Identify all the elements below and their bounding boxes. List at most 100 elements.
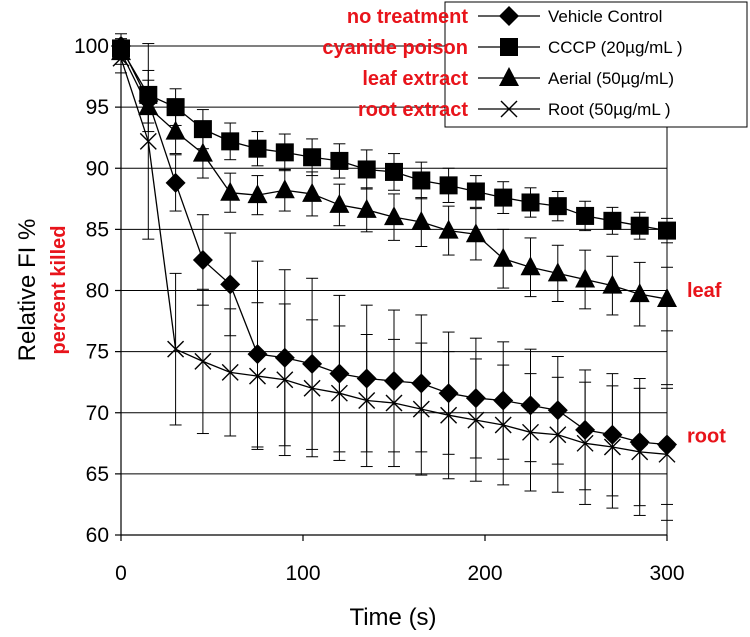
data-point-x (139, 132, 157, 150)
legend: Vehicle Control CCCP (20µg/mL ) Aerial (50… (444, 1, 748, 128)
legend-label: Root (50µg/mL ) (548, 100, 671, 119)
series-markers (111, 36, 677, 463)
y-tick-label: 80 (86, 280, 109, 303)
y-tick-label: 85 (86, 218, 109, 241)
x-axis-title: Time (s) (349, 604, 436, 631)
marker-x-stroke (412, 400, 430, 418)
data-point-triangle (493, 247, 514, 267)
data-point-x (576, 434, 594, 452)
data-point-square (221, 132, 240, 151)
end-label-leaf: leaf (687, 280, 722, 302)
data-point-square (521, 193, 540, 212)
data-point-x (494, 416, 512, 434)
data-point-triangle (274, 179, 295, 199)
end-label-root: root (687, 426, 726, 448)
data-point-diamond (547, 400, 568, 421)
data-point-square (548, 197, 567, 216)
data-point-square (303, 148, 322, 167)
data-point-square (439, 176, 458, 195)
data-point-x (276, 371, 294, 389)
legend-box (444, 1, 748, 128)
legend-entry-x: Root (50µg/mL ) (478, 100, 671, 119)
data-point-triangle (629, 283, 650, 303)
marker-x-stroke (440, 406, 458, 424)
legend-label: CCCP (20µg/mL ) (548, 38, 683, 57)
data-point-square (466, 182, 485, 201)
data-point-diamond (220, 274, 241, 295)
data-point-diamond (493, 390, 514, 411)
legend-entry-triangle: Aerial (50µg/mL) (478, 67, 674, 88)
data-point-square (275, 143, 294, 162)
marker-x-stroke (139, 132, 157, 150)
data-point-triangle (165, 120, 186, 140)
legend-annotation: no treatment (347, 6, 468, 28)
y-tick-label: 100 (74, 35, 109, 58)
data-point-square (412, 171, 431, 190)
data-point-triangle (384, 206, 404, 226)
data-point-triangle (575, 268, 596, 288)
y-tick-label: 65 (86, 463, 109, 486)
marker-x-stroke (221, 363, 239, 381)
data-point-triangle (520, 256, 541, 276)
y-axis-title: Relative FI % (14, 219, 41, 362)
data-point-triangle (356, 198, 377, 218)
data-point-x (440, 406, 458, 424)
data-point-triangle (411, 211, 432, 231)
marker-x-stroke (631, 443, 649, 461)
data-point-diamond (602, 424, 623, 445)
marker-x-stroke (603, 438, 621, 456)
data-point-x (303, 379, 321, 397)
legend-marker-diamond (499, 6, 519, 26)
data-point-diamond (411, 373, 432, 394)
data-point-diamond (438, 383, 459, 404)
legend-label: Aerial (50µg/mL) (548, 69, 674, 88)
data-point-square (576, 206, 595, 225)
data-point-triangle (602, 274, 623, 294)
marker-x-stroke (467, 411, 485, 429)
x-tick-label: 200 (467, 562, 502, 585)
marker-x-stroke (194, 352, 212, 370)
data-point-diamond (575, 419, 596, 440)
data-point-diamond (384, 370, 404, 391)
y-tick-label: 95 (86, 96, 109, 119)
data-point-x (167, 340, 185, 358)
legend-annotations: no treatment cyanide poison leaf extract ro… (322, 6, 468, 121)
data-point-square (139, 85, 158, 104)
marker-x-stroke (522, 423, 539, 441)
data-point-square (630, 216, 649, 235)
marker-x-stroke (500, 100, 518, 118)
data-point-x (358, 392, 376, 410)
data-point-triangle (465, 223, 486, 243)
legend-marker-x (500, 100, 518, 118)
data-point-square (603, 211, 622, 230)
data-point-x (467, 411, 485, 429)
data-point-x (249, 367, 266, 385)
data-point-triangle (547, 262, 568, 282)
data-point-x (194, 352, 212, 370)
data-point-square (385, 162, 403, 181)
data-point-diamond (629, 432, 650, 453)
series-end-labels: leaf root (687, 280, 726, 447)
legend-entry-diamond: Vehicle Control (478, 6, 662, 26)
data-point-square (166, 98, 185, 117)
data-point-x (385, 394, 403, 412)
data-point-square (248, 139, 267, 158)
data-point-square (357, 160, 376, 179)
legend-label: Vehicle Control (548, 7, 662, 26)
marker-x-stroke (330, 384, 348, 402)
data-point-triangle (329, 193, 350, 213)
y-tick-label: 70 (86, 402, 109, 425)
data-point-diamond (520, 395, 541, 416)
data-point-diamond (247, 344, 268, 365)
data-point-square (494, 188, 513, 207)
data-point-x (522, 423, 539, 441)
data-point-triangle (438, 219, 459, 239)
data-point-triangle (192, 142, 213, 162)
data-point-diamond (192, 249, 213, 270)
y-tick-label: 60 (86, 524, 109, 547)
x-tick-label: 0 (115, 562, 127, 585)
data-point-diamond (302, 353, 323, 374)
marker-x-stroke (576, 434, 594, 452)
x-tick-label: 300 (649, 562, 684, 585)
